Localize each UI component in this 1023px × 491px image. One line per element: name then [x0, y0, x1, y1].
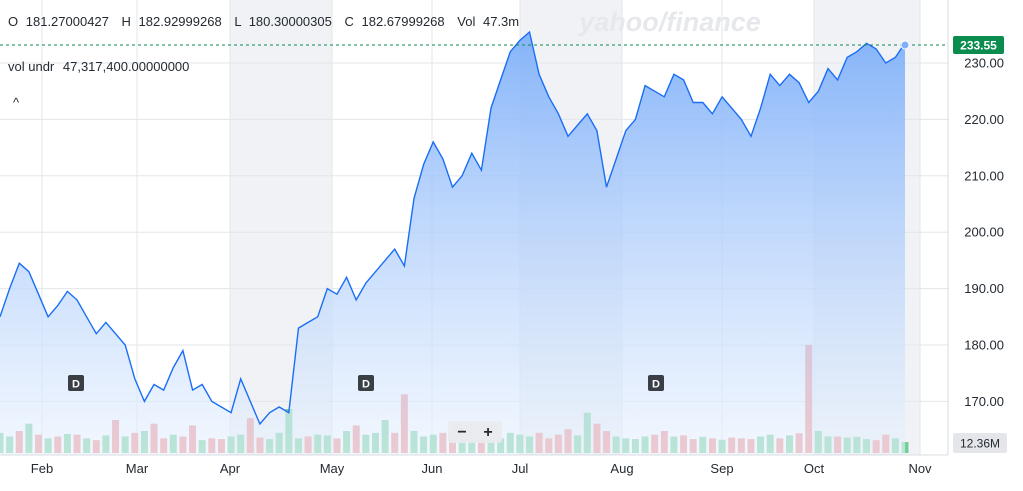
volume-header-value: 47.3m: [483, 14, 519, 29]
svg-text:+: +: [483, 424, 492, 441]
x-tick-label: Apr: [220, 461, 241, 476]
last-price-label: 233.55: [960, 39, 997, 53]
y-tick-label: 170.00: [964, 394, 1004, 409]
high-label: H: [122, 14, 131, 29]
low-label: L: [234, 14, 241, 29]
last-price-dot: [900, 40, 910, 50]
watermark: yahoo/finance: [577, 7, 761, 37]
price-line: [0, 30, 906, 426]
y-tick-label: 230.00: [964, 56, 1004, 71]
svg-text:D: D: [362, 379, 370, 391]
svg-text:vol undr 47,317,400.0000: vol undr 47,317,400.00000000: [8, 59, 189, 74]
x-tick-label: Feb: [31, 461, 53, 476]
x-tick-label: Mar: [126, 461, 149, 476]
low-value: 180.30000305: [249, 14, 332, 29]
svg-text:O 181.27000427 H: O 181.27000427 H 182.92999268 L 180.3000…: [8, 14, 519, 29]
y-tick-label: 190.00: [964, 281, 1004, 296]
dividend-marker[interactable]: D: [648, 375, 664, 391]
open-label: O: [8, 14, 18, 29]
svg-text:D: D: [652, 379, 660, 391]
price-area: [0, 32, 905, 455]
x-tick-label: May: [320, 461, 345, 476]
close-label: C: [344, 14, 353, 29]
close-value: 182.67999268: [362, 14, 445, 29]
indicator-legend: vol undr 47,317,400.00000000: [8, 59, 189, 74]
ohlc-header: O 181.27000427 H 182.92999268 L 180.3000…: [8, 14, 519, 29]
y-tick-label: 180.00: [964, 338, 1004, 353]
x-tick-label: Nov: [908, 461, 932, 476]
high-value: 182.92999268: [139, 14, 222, 29]
svg-text:−: −: [457, 424, 466, 441]
last-price-badge: 233.55: [953, 36, 1004, 54]
x-tick-label: Jun: [422, 461, 443, 476]
x-tick-label: Jul: [512, 461, 529, 476]
x-tick-label: Sep: [710, 461, 733, 476]
volume-label: 12.36M: [960, 437, 1000, 451]
x-tick-label: Oct: [804, 461, 825, 476]
indicator-value: 47,317,400.00000000: [63, 59, 190, 74]
y-tick-label: 210.00: [964, 168, 1004, 183]
volume-badge: 12.36M: [953, 433, 1007, 453]
indicator-name: vol undr: [8, 59, 55, 74]
zoom-controls: − +: [448, 421, 502, 443]
dividend-marker[interactable]: D: [358, 375, 374, 391]
y-tick-label: 200.00: [964, 225, 1004, 240]
open-value: 181.27000427: [26, 14, 109, 29]
dividend-marker[interactable]: D: [68, 375, 84, 391]
zoom-in-button[interactable]: +: [478, 424, 498, 441]
x-axis-ticks: Feb Mar Apr May Jun Jul Aug Sep Oct Nov: [31, 461, 932, 476]
zoom-out-button[interactable]: −: [452, 424, 472, 441]
svg-text:D: D: [72, 379, 80, 391]
y-tick-label: 220.00: [964, 112, 1004, 127]
collapse-chevron-icon[interactable]: ^: [13, 95, 20, 110]
y-axis-ticks: 230.00 220.00 210.00 200.00 190.00 180.00 170.…: [964, 56, 1004, 409]
x-tick-label: Aug: [610, 461, 633, 476]
volume-header-label: Vol: [457, 14, 475, 29]
